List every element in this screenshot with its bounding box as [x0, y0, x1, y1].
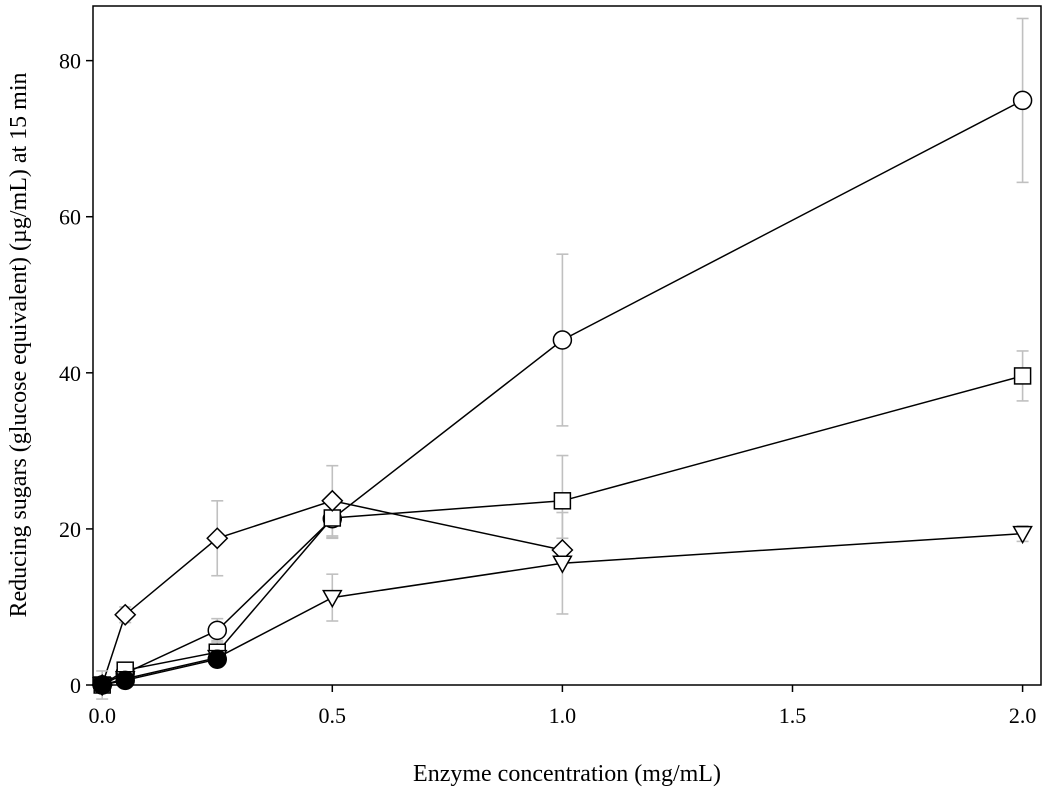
- x-tick-label: 1.0: [549, 703, 577, 728]
- data-point-triangle: [1012, 525, 1033, 545]
- data-point-diamond: [114, 603, 137, 626]
- data-point-circle: [552, 330, 573, 350]
- data-point-square: [323, 509, 342, 527]
- data-point-diamond: [321, 489, 344, 512]
- x-axis-label: Enzyme concentration (mg/mL): [413, 761, 721, 787]
- y-tick-label: 40: [59, 361, 81, 386]
- data-point-diamond: [206, 527, 229, 550]
- data-point-filled-circle: [207, 649, 228, 669]
- y-tick-label: 20: [59, 517, 81, 542]
- y-tick-label: 0: [70, 673, 81, 698]
- y-axis-label: Reducing sugars (glucose equivalent) (µg…: [6, 72, 32, 617]
- data-point-square: [1013, 367, 1032, 385]
- x-tick-label: 0.0: [88, 703, 116, 728]
- data-point-circle: [1012, 90, 1033, 111]
- y-tick-label: 60: [59, 205, 81, 230]
- data-point-triangle: [322, 589, 343, 609]
- x-tick-label: 0.5: [319, 703, 347, 728]
- axes: 0.0 0.5 1.0 1.5 2.0 0 20 40 60 80: [59, 49, 1036, 728]
- data-point-filled-circle: [115, 670, 135, 691]
- data-point-triangle: [552, 555, 573, 574]
- plot-marks: [91, 17, 1033, 700]
- error-bars: [96, 17, 1029, 700]
- data-point-circle: [207, 620, 228, 641]
- x-tick-label: 1.5: [779, 703, 807, 728]
- x-tick-label: 2.0: [1009, 703, 1037, 728]
- plot-frame: [92, 5, 1042, 686]
- y-tick-label: 80: [59, 49, 81, 74]
- data-point-square: [553, 492, 572, 510]
